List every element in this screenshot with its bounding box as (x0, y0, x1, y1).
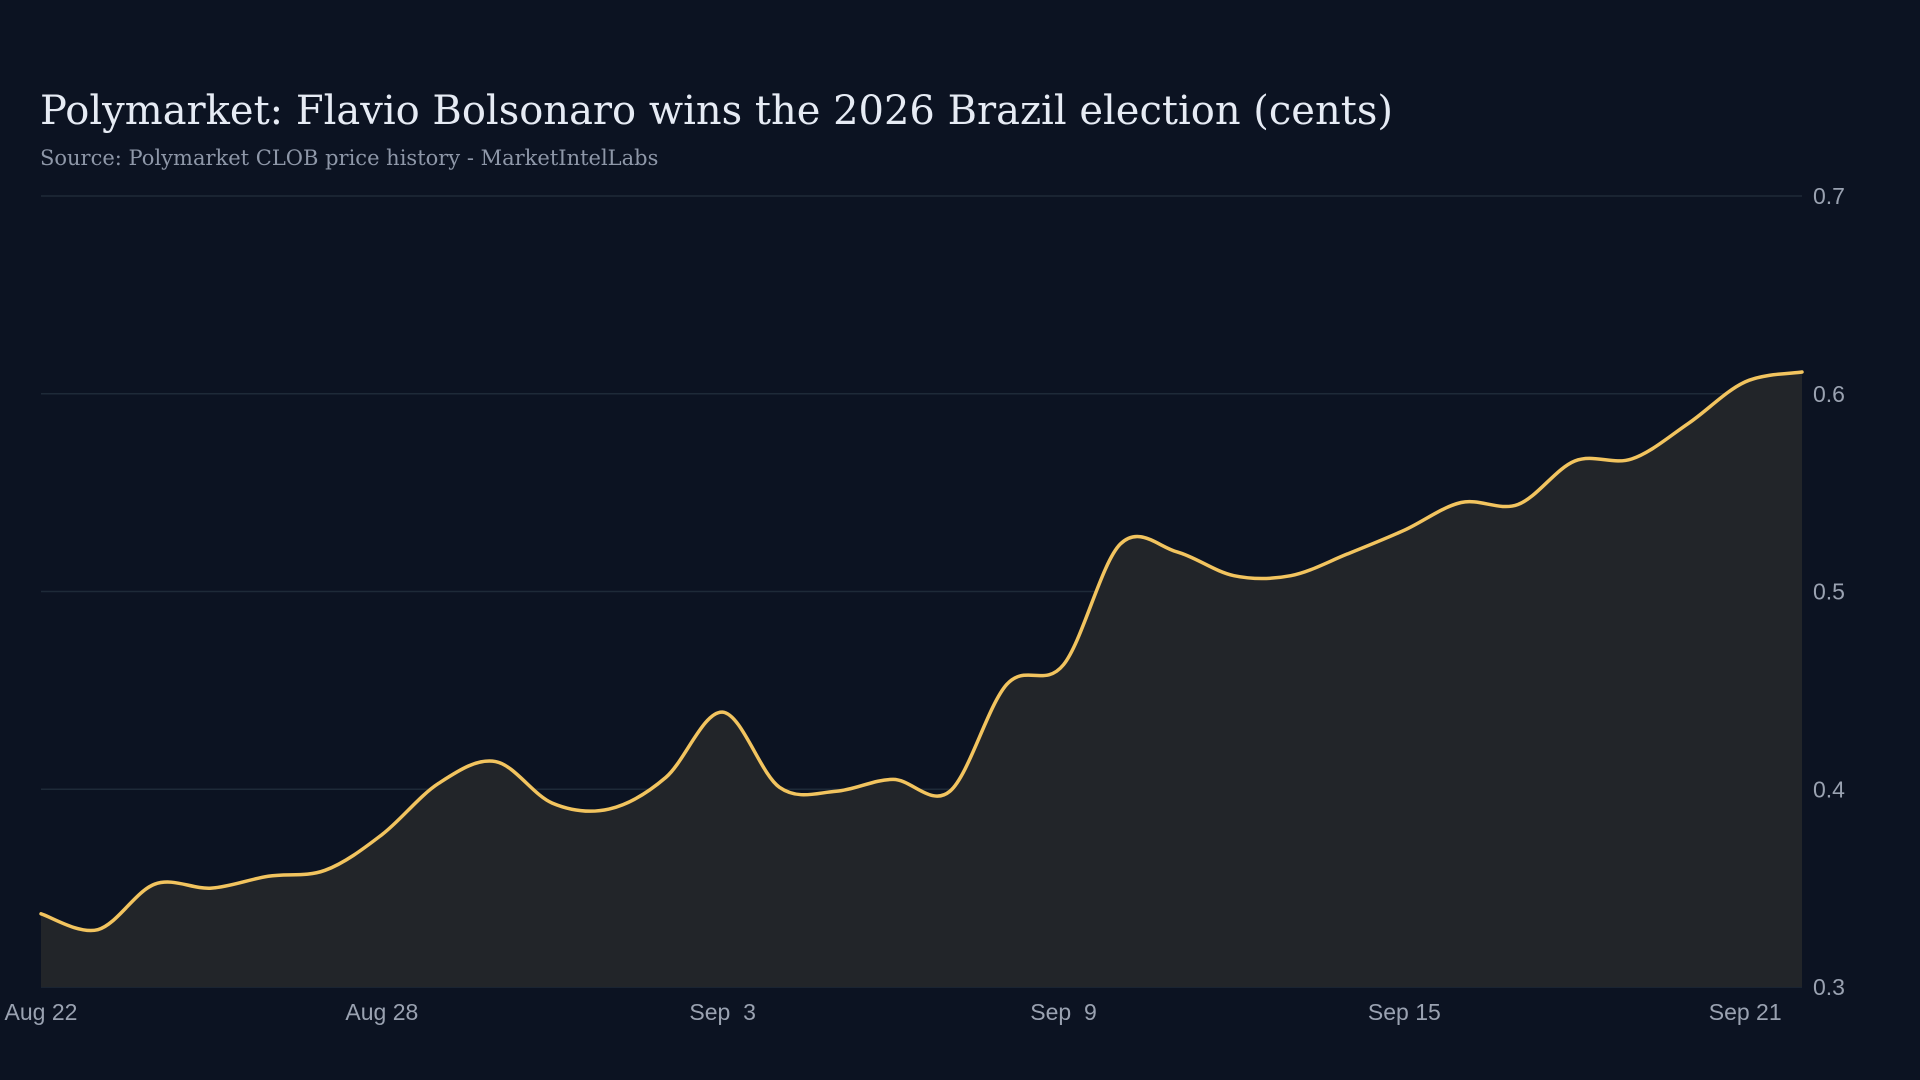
x-tick-label: Sep 9 (1030, 999, 1097, 1025)
chart-title: Polymarket: Flavio Bolsonaro wins the 20… (40, 88, 1393, 134)
line-layer (39, 370, 1804, 933)
y-tick-label: 0.7 (1813, 183, 1845, 209)
x-tick-label: Sep 15 (1368, 999, 1441, 1025)
y-tick-label: 0.6 (1813, 381, 1845, 407)
series-area (41, 372, 1802, 987)
y-tick-label: 0.3 (1813, 974, 1845, 1000)
x-tick-label: Aug 28 (345, 999, 418, 1025)
chart-subtitle: Source: Polymarket CLOB price history - … (40, 146, 659, 170)
x-tick-label: Sep 3 (689, 999, 756, 1025)
y-tick-label: 0.5 (1813, 579, 1845, 605)
x-tick-label: Sep 21 (1709, 999, 1782, 1025)
x-axis: Aug 22 Aug 28 Sep 3 Sep 9 Sep 15 Sep 21 (5, 999, 1782, 1025)
x-tick-label: Aug 22 (5, 999, 78, 1025)
series-line (39, 370, 1804, 933)
area-layer (41, 372, 1802, 987)
y-tick-label: 0.4 (1813, 776, 1845, 802)
y-axis: 0.3 0.4 0.5 0.6 0.7 (1813, 183, 1845, 1000)
